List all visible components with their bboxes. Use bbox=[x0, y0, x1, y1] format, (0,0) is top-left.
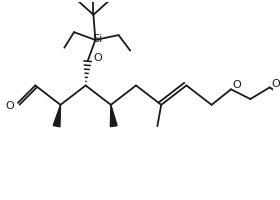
Text: O: O bbox=[271, 78, 280, 88]
Polygon shape bbox=[53, 105, 60, 127]
Text: O: O bbox=[93, 53, 102, 63]
Text: O: O bbox=[232, 79, 241, 89]
Text: O: O bbox=[6, 100, 15, 110]
Text: Si: Si bbox=[92, 34, 102, 44]
Polygon shape bbox=[110, 105, 117, 127]
